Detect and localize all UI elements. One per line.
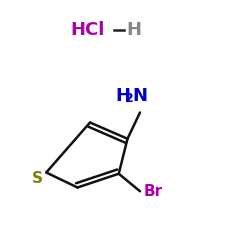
Text: N: N <box>132 87 147 105</box>
Text: H: H <box>126 21 141 39</box>
Text: S: S <box>32 171 43 186</box>
Text: 2: 2 <box>125 92 134 105</box>
Text: H: H <box>115 87 130 105</box>
Text: Br: Br <box>144 184 163 199</box>
Text: HCl: HCl <box>70 21 104 39</box>
